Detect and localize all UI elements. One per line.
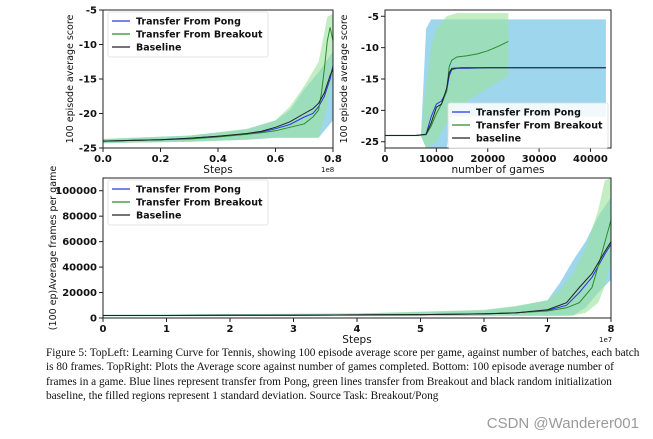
legend-label-pong: Transfer From Pong <box>476 108 581 119</box>
series-line-breakout <box>103 219 612 316</box>
y-tick-label: 40000 <box>62 263 97 274</box>
x-tick-label: 6 <box>481 324 488 335</box>
x-tick-label: 40000 <box>573 154 608 165</box>
x-tick-label: 4 <box>354 324 361 335</box>
legend-box <box>447 102 609 149</box>
x-tick-label: 7 <box>544 324 551 335</box>
legend-label-breakout: Transfer From Breakout <box>136 198 263 209</box>
figure-caption: Figure 5: TopLeft: Learning Curve for Te… <box>46 347 640 402</box>
chart-top-right: 0 10000 20000 30000 40000 -25 -20 -15 -10 -5 numb… <box>339 9 612 176</box>
legend-box <box>107 179 269 226</box>
y-tick-label: -15 <box>361 75 379 86</box>
x-axis-multiplier: 1e7 <box>599 336 612 344</box>
x-axis-label: Steps <box>203 164 232 176</box>
y-tick-label: 60000 <box>62 237 97 248</box>
y-tick-label: -20 <box>361 106 379 117</box>
breakout-std-band <box>385 13 509 148</box>
y-axis-label: 100 episode average score <box>339 14 350 143</box>
y-tick-label: 100000 <box>55 186 97 197</box>
x-tick-label: 20000 <box>470 154 505 165</box>
legend-label-pong: Transfer From Pong <box>136 185 241 196</box>
y-axis-label: 100 episode average score <box>65 14 76 143</box>
series-line-baseline <box>385 67 606 136</box>
x-tick-label: 8 <box>608 324 615 335</box>
chart-bottom: 0 1 2 3 4 5 6 7 8 0 20000 40000 60000 80000 100000 Ste… <box>48 166 615 345</box>
x-tick-label: 3 <box>290 324 297 335</box>
legend-label-breakout: Transfer From Breakout <box>476 121 603 132</box>
y-tick-label: 20000 <box>62 288 97 299</box>
series-line-baseline <box>103 241 612 316</box>
x-tick-label: 10000 <box>419 154 454 165</box>
y-axis-label: (100 ep)Average frames per game <box>48 166 59 331</box>
y-tick-label: -5 <box>86 6 97 17</box>
legend-label-breakout: Transfer From Breakout <box>136 30 263 41</box>
x-tick-label: 0.6 <box>267 154 285 165</box>
legend: Transfer From Pong Transfer From Breakout… <box>107 179 269 226</box>
x-tick-label: 0.2 <box>152 154 170 165</box>
y-tick-label: -5 <box>368 12 379 23</box>
watermark: CSDN @Wanderer001 <box>486 415 639 432</box>
x-axis-label: Steps <box>342 334 371 345</box>
x-tick-label: 0.8 <box>324 154 342 165</box>
y-tick-label: 0 <box>90 314 97 325</box>
x-axis-multiplier: 1e8 <box>321 166 334 174</box>
y-tick-label: 80000 <box>62 212 97 223</box>
breakout-std-band <box>103 178 611 317</box>
x-tick-label: 5 <box>417 324 424 335</box>
x-tick-label: 0.0 <box>94 154 112 165</box>
legend-box <box>107 11 269 58</box>
legend-label-baseline: Baseline <box>136 43 181 54</box>
y-tick-label: -20 <box>79 109 97 120</box>
legend: Transfer From Pong Transfer From Breakout… <box>447 102 609 149</box>
breakout-std-band <box>103 13 333 144</box>
y-tick-label: -25 <box>79 144 97 155</box>
x-tick-label: 30000 <box>522 154 557 165</box>
legend-label-pong: Transfer From Pong <box>136 17 241 28</box>
legend: Transfer From Pong Transfer From Breakout… <box>107 11 269 58</box>
x-axis-label: number of games <box>451 164 544 176</box>
x-tick-label: 0 <box>100 324 107 335</box>
figure-canvas: 0.0 0.2 0.4 0.6 0.8 -25 -20 -15 -10 -5 Steps 100 … <box>48 6 615 346</box>
y-tick-label: -10 <box>79 40 97 51</box>
legend-label-baseline: baseline <box>476 134 521 145</box>
chart-top-left: 0.0 0.2 0.4 0.6 0.8 -25 -20 -15 -10 -5 Steps 100 … <box>65 6 342 177</box>
legend-label-baseline: Baseline <box>136 211 181 222</box>
x-tick-label: 2 <box>227 324 234 335</box>
x-tick-label: 0.4 <box>209 154 227 165</box>
x-tick-label: 1 <box>163 324 170 335</box>
y-tick-label: -15 <box>79 75 97 86</box>
series-line-baseline <box>102 68 334 142</box>
y-tick-label: -10 <box>361 43 379 54</box>
series-line-breakout <box>385 40 509 136</box>
y-tick-label: -25 <box>361 137 379 148</box>
x-tick-label: 0 <box>382 154 389 165</box>
